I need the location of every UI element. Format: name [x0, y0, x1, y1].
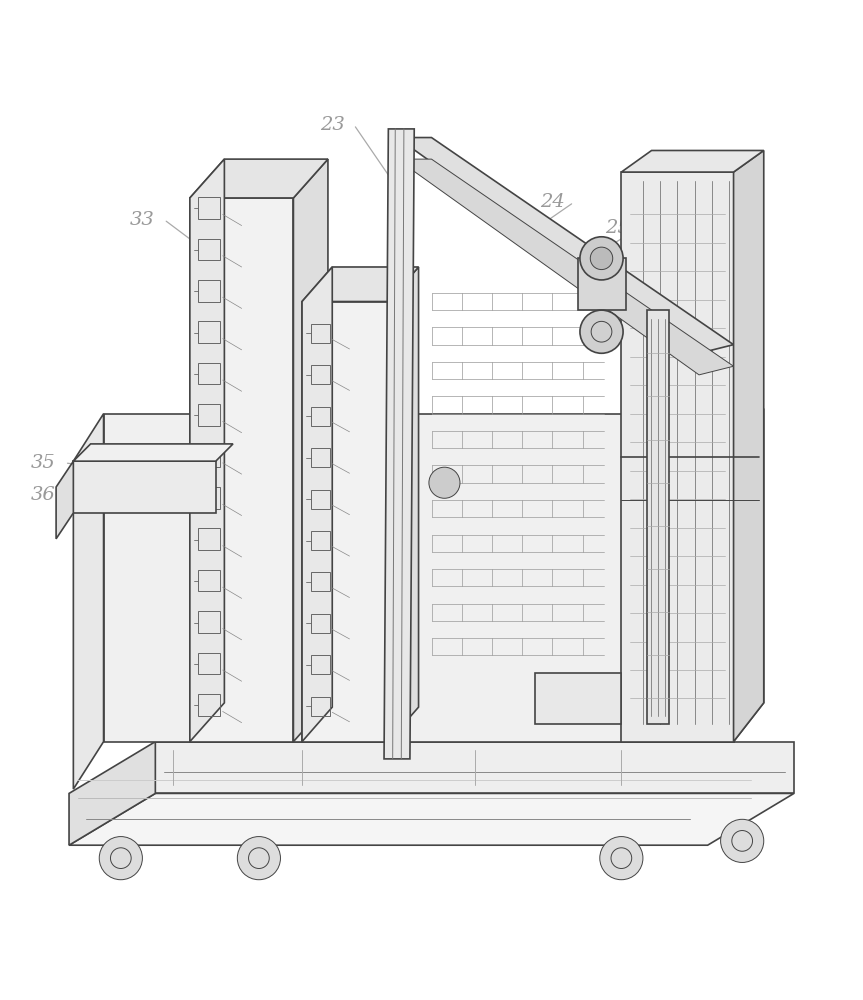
Circle shape	[99, 837, 142, 880]
Circle shape	[580, 310, 623, 353]
Polygon shape	[155, 742, 794, 793]
Polygon shape	[734, 409, 764, 742]
Bar	[311, 655, 330, 674]
Polygon shape	[647, 310, 669, 724]
Text: 36: 36	[31, 486, 55, 504]
Bar	[311, 697, 330, 716]
Polygon shape	[293, 159, 328, 742]
Circle shape	[237, 837, 280, 880]
Polygon shape	[578, 258, 626, 310]
Text: 26: 26	[689, 444, 713, 462]
Bar	[198, 446, 220, 467]
Circle shape	[429, 467, 460, 498]
Text: 25: 25	[605, 219, 629, 237]
Polygon shape	[73, 414, 104, 789]
Bar	[198, 528, 220, 550]
Bar	[198, 694, 220, 716]
Bar	[198, 363, 220, 384]
Polygon shape	[302, 267, 419, 302]
Polygon shape	[104, 414, 734, 742]
Circle shape	[600, 837, 643, 880]
Polygon shape	[388, 267, 419, 742]
Polygon shape	[302, 267, 332, 742]
Polygon shape	[621, 172, 734, 742]
Bar	[198, 570, 220, 591]
Text: 23: 23	[320, 116, 344, 134]
Text: 24: 24	[540, 193, 564, 211]
Polygon shape	[384, 129, 414, 759]
Polygon shape	[397, 159, 734, 375]
Bar	[198, 611, 220, 633]
Polygon shape	[397, 138, 734, 353]
Bar	[198, 653, 220, 674]
Text: 27: 27	[689, 484, 713, 502]
Text: 7: 7	[695, 318, 707, 336]
Bar	[311, 572, 330, 591]
Polygon shape	[190, 159, 224, 742]
Bar	[198, 280, 220, 302]
Bar	[311, 490, 330, 509]
Bar	[198, 404, 220, 426]
Polygon shape	[535, 673, 621, 724]
Polygon shape	[73, 444, 233, 461]
Bar	[198, 487, 220, 509]
Polygon shape	[621, 150, 764, 172]
Bar	[311, 448, 330, 467]
Bar	[198, 197, 220, 219]
Polygon shape	[190, 198, 293, 742]
Circle shape	[590, 247, 613, 270]
Polygon shape	[302, 302, 388, 742]
Bar	[311, 407, 330, 426]
Bar	[311, 531, 330, 550]
Polygon shape	[190, 159, 328, 198]
Bar	[311, 324, 330, 343]
Polygon shape	[56, 461, 73, 539]
Circle shape	[721, 819, 764, 862]
Bar	[311, 614, 330, 633]
Bar	[311, 365, 330, 384]
Polygon shape	[69, 742, 155, 845]
Circle shape	[580, 237, 623, 280]
Text: 33: 33	[130, 211, 154, 229]
Polygon shape	[69, 793, 794, 845]
Text: 37: 37	[689, 551, 713, 569]
Text: 32: 32	[689, 379, 713, 397]
Bar	[198, 321, 220, 343]
Text: 35: 35	[31, 454, 55, 472]
Bar	[198, 239, 220, 260]
Polygon shape	[734, 150, 764, 742]
Polygon shape	[73, 461, 216, 513]
